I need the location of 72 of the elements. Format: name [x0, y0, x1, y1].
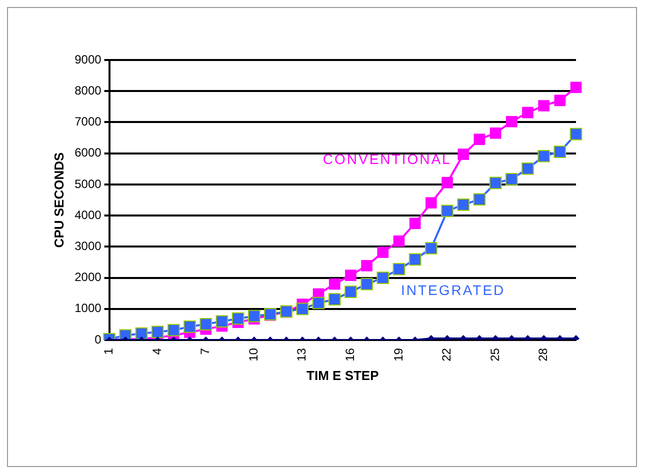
point — [151, 326, 164, 338]
y-axis-title: CPU SECONDS — [51, 152, 66, 248]
point — [168, 324, 180, 336]
x-tick-label: 25 — [488, 348, 502, 362]
y-tick-label: 1000 — [74, 301, 102, 316]
point — [184, 320, 196, 333]
x-tick-label: 22 — [440, 348, 454, 362]
point — [554, 146, 566, 158]
point — [554, 94, 566, 106]
x-tick-label: 19 — [391, 348, 406, 362]
y-tick-label: 5000 — [74, 176, 102, 191]
point — [392, 262, 406, 276]
point — [441, 204, 454, 218]
point — [474, 134, 486, 146]
point — [522, 162, 534, 175]
point — [425, 242, 438, 254]
y-tick-label: 9000 — [74, 52, 102, 66]
x-tick-label: 13 — [294, 348, 309, 362]
point — [508, 334, 516, 340]
point — [570, 82, 582, 94]
x-tick-label: 28 — [536, 348, 550, 362]
point — [540, 334, 548, 340]
point — [328, 278, 340, 290]
x-tick-label: 1 — [102, 348, 116, 355]
point — [377, 246, 389, 258]
point — [444, 334, 451, 340]
point — [360, 278, 373, 290]
point — [409, 218, 421, 230]
y-tick-label: 0 — [94, 332, 102, 346]
point — [457, 198, 470, 211]
point — [393, 235, 405, 247]
x-tick-label: 4 — [150, 348, 164, 355]
point — [216, 315, 228, 328]
y-tick-label: 3000 — [74, 239, 102, 254]
point — [489, 176, 502, 190]
point — [522, 106, 534, 118]
x-axis-title: TIM E STEP — [306, 368, 380, 383]
x-tick-label: 7 — [198, 348, 212, 355]
point — [538, 100, 550, 112]
series-label: CONVENTIONAL — [322, 151, 452, 168]
point — [296, 302, 309, 316]
point — [312, 296, 325, 310]
point — [524, 334, 532, 340]
series-label: INTEGRATED — [400, 282, 506, 298]
point — [232, 312, 244, 325]
point — [460, 334, 467, 340]
y-tick-label: 6000 — [74, 146, 102, 160]
y-tick-label: 4000 — [74, 208, 102, 222]
point — [428, 334, 435, 340]
y-tick-label: 2000 — [74, 270, 102, 284]
point — [408, 253, 422, 266]
point — [361, 260, 372, 272]
x-tick-label: 10 — [246, 348, 260, 362]
point — [328, 293, 341, 306]
point — [538, 150, 550, 162]
point — [248, 310, 260, 322]
point — [345, 270, 356, 281]
point — [572, 334, 580, 340]
point — [458, 148, 470, 160]
point — [442, 176, 453, 188]
point — [570, 128, 582, 140]
y-tick-label: 8000 — [74, 83, 102, 98]
y-tick-label: 7000 — [74, 114, 102, 129]
x-tick-label: 16 — [343, 348, 358, 362]
point — [200, 318, 212, 330]
point — [473, 193, 486, 206]
point — [506, 116, 518, 128]
point — [344, 286, 357, 298]
point — [490, 127, 502, 139]
point — [426, 197, 437, 208]
point — [376, 272, 390, 284]
point — [505, 173, 518, 186]
